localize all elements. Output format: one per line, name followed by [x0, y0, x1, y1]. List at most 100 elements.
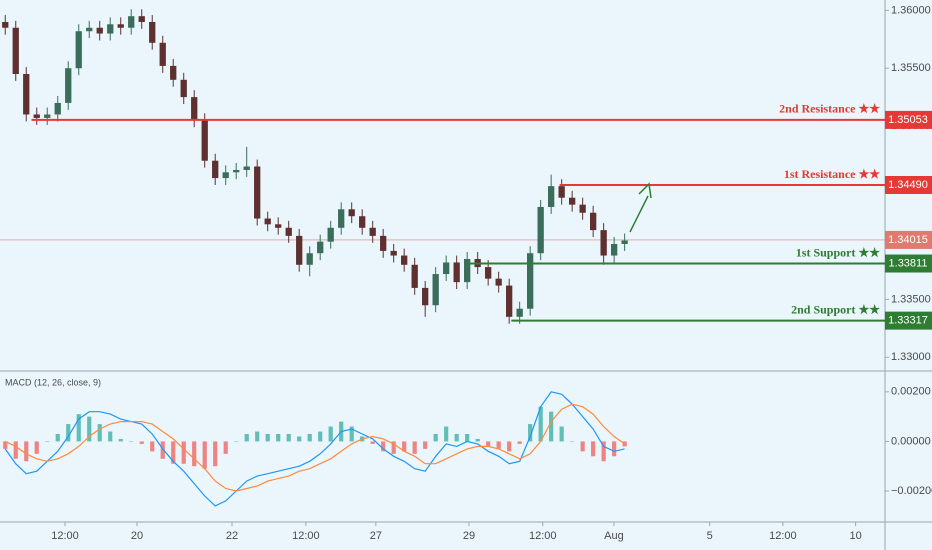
- macd-histogram-bar: [286, 433, 291, 442]
- candle-body: [54, 102, 61, 115]
- macd-histogram-bar: [13, 441, 18, 459]
- macd-histogram-bar: [223, 441, 228, 454]
- macd-histogram-bar: [601, 441, 606, 462]
- macd-histogram-bar: [328, 426, 333, 442]
- macd-title: MACD (12, 26, close, 9): [5, 377, 101, 387]
- candle-body: [296, 235, 303, 265]
- level-name: 1st Support ★★: [796, 245, 880, 259]
- level-name: 2nd Support ★★: [791, 302, 880, 316]
- macd-histogram-bar: [213, 441, 218, 467]
- macd-histogram-bar: [118, 438, 123, 442]
- candle-body: [485, 267, 492, 279]
- macd-line: [4, 391, 625, 507]
- macd-histogram-bar: [318, 431, 323, 442]
- candle-body: [610, 243, 618, 256]
- macd-histogram-bar: [475, 438, 480, 442]
- candle-body: [422, 287, 429, 306]
- macd-histogram-bar: [517, 441, 522, 444]
- macd-histogram-bar: [528, 424, 533, 442]
- macd-histogram-bar: [171, 441, 176, 464]
- macd-histogram-bar: [612, 441, 617, 457]
- macd-histogram-bar: [433, 433, 438, 442]
- candle-body: [317, 241, 324, 254]
- candle-body: [558, 186, 565, 198]
- macd-histogram-bar: [412, 441, 417, 454]
- macd-histogram-bar: [244, 433, 249, 442]
- macd-histogram-bar: [87, 416, 92, 442]
- candle-body: [149, 21, 156, 43]
- x-tick-label: 12:00: [292, 530, 320, 542]
- macd-histogram-bar: [139, 441, 144, 444]
- candle-body: [2, 21, 9, 28]
- y-tick-label: 1.33000: [891, 351, 931, 363]
- candle-body: [338, 209, 345, 228]
- candle-body: [327, 227, 334, 242]
- macd-histogram-bar: [97, 424, 102, 442]
- candle-body: [243, 166, 250, 170]
- candle-body: [117, 24, 124, 28]
- macd-histogram-bar: [66, 424, 71, 442]
- macd-histogram-bar: [402, 441, 407, 452]
- x-tick-label: 10: [849, 530, 861, 542]
- arrow: [629, 195, 649, 233]
- candle-body: [170, 65, 177, 80]
- candle-body: [128, 16, 135, 28]
- level-tag: [885, 176, 932, 194]
- candle-body: [275, 224, 282, 228]
- y-tick-label: 0.00000: [891, 435, 931, 447]
- y-tick-label: 1.33500: [891, 293, 931, 305]
- macd-histogram-bar: [507, 441, 512, 452]
- current-price-label: 1.34015: [888, 234, 928, 246]
- macd-line: [4, 403, 625, 492]
- candle-body: [453, 262, 460, 283]
- macd-histogram-bar: [24, 441, 29, 462]
- candle-body: [432, 274, 439, 306]
- candle-body: [401, 255, 408, 265]
- macd-histogram-bar: [580, 441, 585, 452]
- level-tag-label: 1.33317: [888, 315, 928, 327]
- arrow-head: [638, 182, 652, 199]
- x-tick-label: 27: [370, 530, 382, 542]
- macd-histogram-bar: [307, 433, 312, 442]
- macd-histogram-bar: [55, 433, 60, 442]
- macd-histogram-bar: [108, 431, 113, 442]
- candle-body: [506, 285, 513, 317]
- macd-histogram-bar: [76, 414, 81, 442]
- candle-body: [590, 212, 597, 231]
- macd-histogram-bar: [45, 441, 50, 442]
- candle-body: [621, 240, 628, 244]
- candle-body: [33, 114, 40, 118]
- candle-body: [495, 278, 502, 286]
- macd-histogram-bar: [129, 441, 134, 442]
- candle-body: [369, 227, 376, 236]
- candle-body: [23, 74, 30, 115]
- macd-histogram-bar: [234, 441, 239, 442]
- macd-histogram-bar: [370, 441, 375, 444]
- candle-body: [359, 216, 366, 228]
- candle-body: [212, 160, 219, 179]
- candle-body: [527, 253, 534, 309]
- macd-histogram-bar: [181, 441, 186, 464]
- y-tick-label: 0.00200: [891, 386, 931, 398]
- x-tick-label: 22: [226, 530, 238, 542]
- candle-body: [12, 27, 19, 74]
- level-name: 1st Resistance ★★: [784, 167, 880, 181]
- candle-body: [443, 262, 450, 275]
- candle-body: [107, 24, 114, 34]
- level-tag-label: 1.35053: [888, 114, 928, 126]
- candle-body: [254, 166, 261, 219]
- macd-histogram-bar: [381, 441, 386, 452]
- candle-body: [348, 209, 355, 217]
- candle-body: [201, 120, 208, 161]
- level-tag: [885, 254, 932, 273]
- candle-body: [75, 31, 82, 69]
- macd-histogram-bar: [559, 426, 564, 442]
- level-name: 2nd Resistance ★★: [779, 102, 880, 116]
- macd-histogram-bar: [3, 441, 8, 449]
- candle-body: [411, 264, 418, 288]
- level-tag: [885, 110, 932, 129]
- macd-histogram-bar: [423, 441, 428, 449]
- candle-body: [390, 250, 397, 256]
- level-tag-label: 1.34490: [888, 179, 928, 191]
